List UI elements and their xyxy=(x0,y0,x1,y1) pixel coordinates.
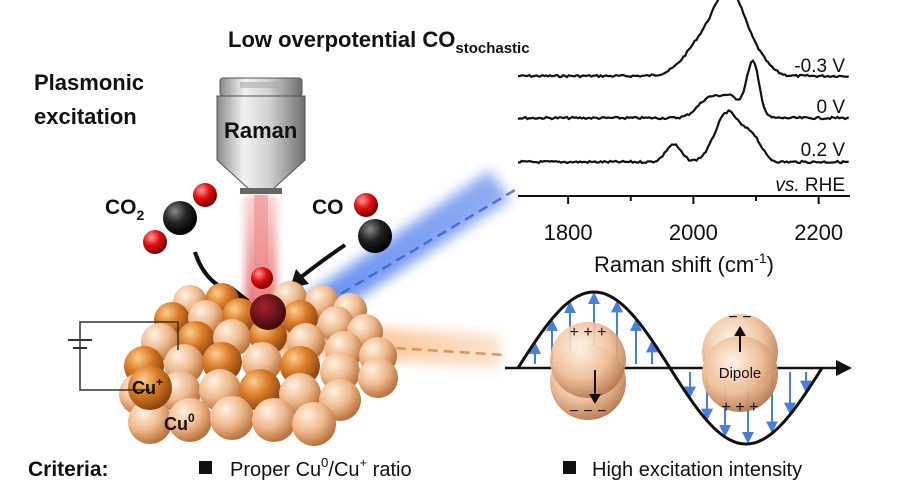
charges-plus-bottom: + + + xyxy=(722,399,759,416)
raman-spectra-chart: 1800 2000 2200 -0.3 V 0 V 0.2 V vs. RHE Ra… xyxy=(517,0,850,277)
bullet-square-icon xyxy=(563,461,576,474)
series-label-2: 0.2 V xyxy=(801,140,846,161)
co-label: CO xyxy=(312,196,344,219)
co2-molecule xyxy=(143,183,217,254)
spectrum-line-0 xyxy=(517,0,850,79)
co2-label: CO2 xyxy=(105,196,145,223)
series-label-1: 0 V xyxy=(816,97,845,118)
copper-nanostructure xyxy=(119,281,398,446)
electrical-circuit xyxy=(68,321,179,391)
nanoparticle-right xyxy=(702,314,778,412)
spectrum-line-1 xyxy=(517,58,850,121)
reference-label: vs. RHE xyxy=(775,175,845,196)
cu0-atom xyxy=(252,398,296,442)
cu0-atom xyxy=(210,396,254,440)
dipole-arrow-down-icon xyxy=(589,394,601,404)
dipole-diagram: + + + − − − − − Dipole + + + xyxy=(505,290,852,446)
charges-plus-top: + + + xyxy=(570,324,607,341)
heading-excitation: excitation xyxy=(34,104,137,129)
axis-arrowhead-icon xyxy=(836,360,852,376)
cu0-atom xyxy=(358,358,398,398)
title-subscript: stochastic xyxy=(455,40,529,57)
spectrum-line-2 xyxy=(517,109,849,165)
charges-minus-top: − − xyxy=(728,309,751,326)
cu-plus-label: Cu+ xyxy=(132,375,163,398)
criteria-label: Criteria: xyxy=(28,458,109,481)
cu-plus-atom xyxy=(128,366,172,410)
raman-label: Raman xyxy=(224,118,297,143)
cu0-atom xyxy=(128,400,172,444)
figure-title: Low overpotential COstochastic xyxy=(228,27,530,57)
x-tick-label: 2200 xyxy=(794,220,843,245)
series-label-0: -0.3 V xyxy=(794,56,845,77)
x-tick-label: 2000 xyxy=(669,220,718,245)
adsorbed-co-molecule xyxy=(250,267,286,330)
dipole-arrow-up-icon xyxy=(734,326,746,336)
cu0-atom xyxy=(168,398,212,442)
x-axis-label: Raman shift (cm-1) xyxy=(594,250,774,277)
bullet-square-icon xyxy=(199,461,212,474)
criteria-item-1: Proper Cu0/Cu+ ratio xyxy=(230,455,412,481)
co-molecule xyxy=(354,193,392,253)
raman-objective-icon xyxy=(216,77,306,194)
em-wave xyxy=(516,290,824,446)
heading-plasmonic: Plasmonic xyxy=(34,70,144,95)
criteria-item-2: High excitation intensity xyxy=(592,459,802,481)
dipole-label: Dipole xyxy=(719,365,762,382)
x-tick-label: 1800 xyxy=(544,220,593,245)
charges-minus-bottom: − − − xyxy=(570,403,607,420)
cu0-atom xyxy=(292,402,336,446)
cu0-label: Cu0 xyxy=(164,411,195,434)
nanoparticle-left xyxy=(550,322,626,420)
